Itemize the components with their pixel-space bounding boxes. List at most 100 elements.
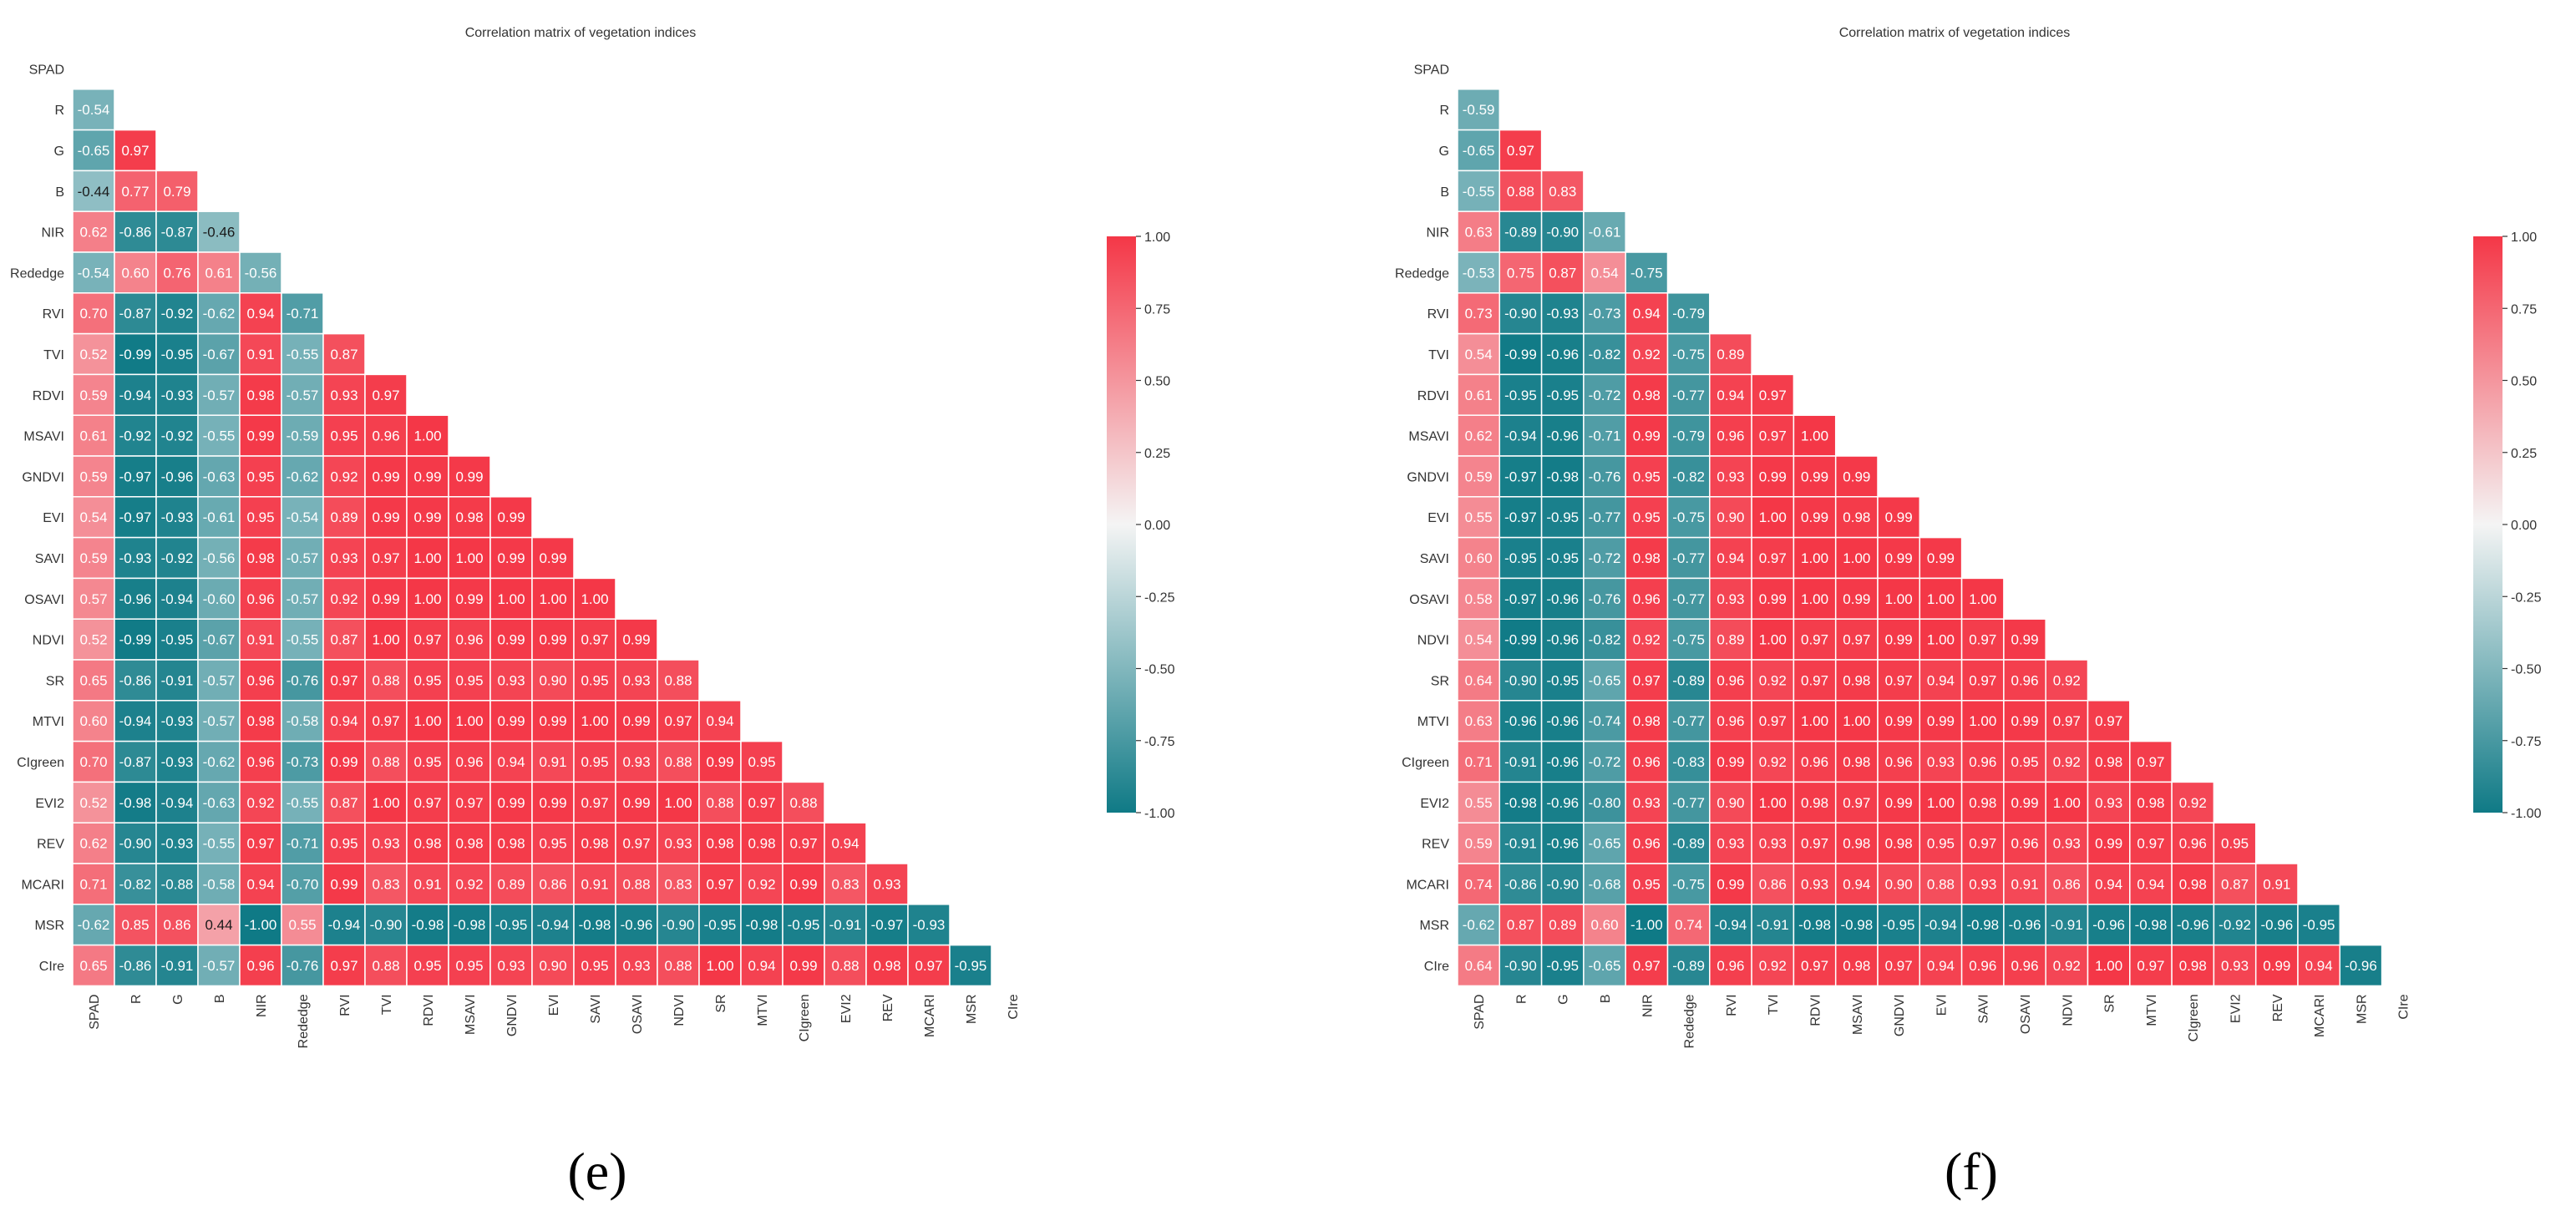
heatmap-cell [824,944,867,987]
cell-value-label: 0.99 [1885,509,1913,525]
cell-value-label: 1.00 [372,795,399,811]
cell-value-label: 0.86 [1759,876,1787,892]
colorbar [1107,236,1136,813]
cell-value-label: 0.93 [1927,754,1955,770]
y-tick-label: R [54,104,64,118]
cell-value-label: 0.98 [1801,795,1828,811]
heatmap-cell [1457,659,1501,702]
cell-value-label: -0.96 [1546,632,1579,648]
cell-value-label: 0.91 [246,632,274,648]
heatmap-cell [281,292,324,335]
cell-value-label: -0.98 [412,917,444,933]
heatmap-cell [1498,373,1543,416]
cell-value-label: 0.54 [79,509,107,525]
y-tick-label: SPAD [1414,63,1449,77]
cell-value-label: -0.93 [1546,306,1579,322]
x-tick-label: G [171,994,185,1004]
heatmap-cell [1625,659,1669,702]
heatmap-cell [197,577,241,620]
heatmap-cell [1583,618,1626,661]
cell-value-label: 0.83 [1549,184,1576,200]
heatmap-cell [322,700,366,742]
cell-value-label: 0.97 [2053,713,2081,729]
cell-value-label: 0.74 [1675,917,1702,933]
cell-value-label: -0.95 [1504,550,1537,566]
heatmap-cell [657,659,700,702]
heatmap-cell [364,781,408,823]
cell-value-label: 0.91 [2011,876,2039,892]
heatmap-cell [364,455,408,498]
cell-value-label: -0.71 [287,836,319,852]
cell-value-label: 0.96 [455,632,483,648]
heatmap-cell [1919,944,1963,987]
heatmap-cell [865,904,909,946]
heatmap-cell [1540,944,1585,987]
heatmap-cell [1540,781,1585,823]
cell-value-label: 0.97 [2095,713,2122,729]
y-tick-label: Rededge [1395,266,1449,281]
x-tick-label: SR [714,994,728,1012]
heatmap-cell [2213,904,2257,946]
heatmap-cell [489,700,533,742]
colorbar-tick-label: 0.75 [1144,302,1170,317]
cell-value-label: 0.98 [246,713,274,729]
heatmap-cell [531,944,575,987]
cell-value-label: -0.57 [203,713,236,729]
y-tick-label: B [55,185,64,200]
cell-value-label: -0.98 [579,917,611,933]
heatmap-cell [1625,373,1669,416]
colorbar-tick-label: 1.00 [1144,231,1170,245]
cell-value-label: 0.86 [2053,876,2081,892]
cell-value-label: 0.98 [1885,836,1913,852]
cell-value-label: -0.94 [161,795,194,811]
cell-value-label: -0.93 [913,917,946,933]
cell-value-label: -0.92 [161,428,194,444]
heatmap-cell [1960,577,2005,620]
heatmap-cell [573,781,616,823]
cell-value-label: 1.00 [664,795,692,811]
cell-value-label: 0.94 [2137,876,2164,892]
y-tick-label: GNDVI [1407,470,1449,484]
heatmap-cell [1919,904,1963,946]
cell-value-label: 0.98 [748,836,775,852]
cell-value-label: -0.70 [287,876,319,892]
cell-value-label: 0.97 [330,958,357,974]
heatmap-cell [489,618,533,661]
cell-value-label: -0.96 [161,469,194,484]
cell-value-label: -0.99 [1504,347,1537,362]
cell-value-label: 0.99 [455,591,483,607]
x-tick-label: REV [881,994,895,1021]
cell-value-label: 0.94 [1716,388,1744,403]
cell-value-label: 0.97 [1633,672,1661,688]
cell-value-label: -0.95 [1546,958,1579,974]
cell-value-label: -0.98 [1798,917,1831,933]
cell-value-label: 0.98 [706,836,733,852]
cell-value-label: 0.95 [413,958,441,974]
heatmap-cell [2003,700,2046,742]
cell-value-label: -0.99 [1504,632,1537,648]
heatmap-cell [155,740,199,783]
heatmap-cell [1960,781,2005,823]
cell-value-label: 0.99 [455,469,483,484]
cell-value-label: -0.56 [203,550,236,566]
cell-value-label: -0.95 [1546,388,1579,403]
heatmap-cell [1498,292,1543,335]
x-tick-label: RVI [338,994,352,1016]
heatmap-cell [1540,863,1585,905]
x-tick-label: R [1514,994,1529,1004]
heatmap-cell [489,822,533,864]
heatmap-cell [322,904,366,946]
cell-value-label: -0.95 [1546,672,1579,688]
cell-value-label: 0.98 [413,836,441,852]
cell-value-label: -0.95 [704,917,737,933]
colorbar-tick-label: -0.50 [1144,663,1175,677]
heatmap-cell [281,904,324,946]
cell-value-label: -0.93 [119,550,152,566]
heatmap-cell [239,822,282,864]
cell-value-label: 0.83 [831,876,859,892]
y-tick-label: EVI [43,511,64,525]
cell-value-label: 0.88 [372,958,399,974]
cell-value-label: -0.89 [1504,225,1537,241]
cell-value-label: 0.98 [1969,795,1996,811]
y-tick-label: EVI [1427,511,1449,525]
